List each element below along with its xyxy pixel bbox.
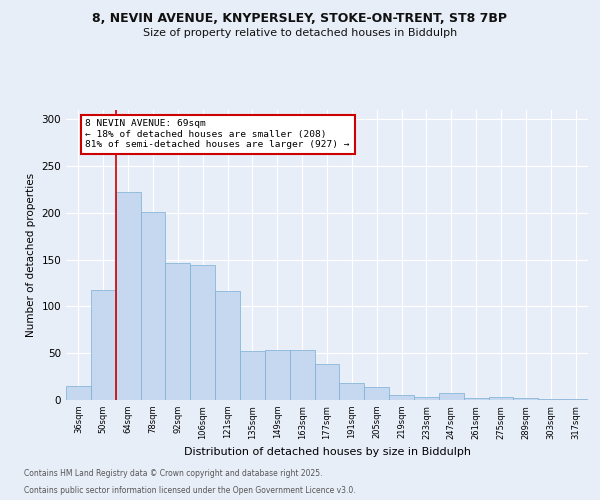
Bar	[140, 212, 166, 400]
Y-axis label: Number of detached properties: Number of detached properties	[26, 173, 36, 337]
Bar	[215, 290, 240, 400]
X-axis label: Distribution of detached houses by size in Biddulph: Distribution of detached houses by size …	[184, 447, 470, 457]
Text: Contains public sector information licensed under the Open Government Licence v3: Contains public sector information licen…	[24, 486, 356, 495]
Bar	[439, 392, 464, 400]
Bar	[340, 383, 364, 400]
Text: 8 NEVIN AVENUE: 69sqm
← 18% of detached houses are smaller (208)
81% of semi-det: 8 NEVIN AVENUE: 69sqm ← 18% of detached …	[85, 120, 350, 149]
Bar	[116, 192, 140, 400]
Text: Size of property relative to detached houses in Biddulph: Size of property relative to detached ho…	[143, 28, 457, 38]
Bar	[166, 264, 190, 400]
Bar	[414, 397, 439, 400]
Bar	[464, 398, 488, 400]
Bar	[265, 350, 290, 400]
Text: Contains HM Land Registry data © Crown copyright and database right 2025.: Contains HM Land Registry data © Crown c…	[24, 468, 323, 477]
Bar	[514, 398, 538, 400]
Bar	[364, 387, 389, 400]
Bar	[488, 397, 514, 400]
Bar	[563, 399, 588, 400]
Bar	[240, 352, 265, 400]
Bar	[91, 290, 116, 400]
Bar	[190, 266, 215, 400]
Bar	[314, 364, 340, 400]
Bar	[389, 396, 414, 400]
Bar	[66, 386, 91, 400]
Bar	[538, 399, 563, 400]
Bar	[290, 350, 314, 400]
Text: 8, NEVIN AVENUE, KNYPERSLEY, STOKE-ON-TRENT, ST8 7BP: 8, NEVIN AVENUE, KNYPERSLEY, STOKE-ON-TR…	[92, 12, 508, 26]
